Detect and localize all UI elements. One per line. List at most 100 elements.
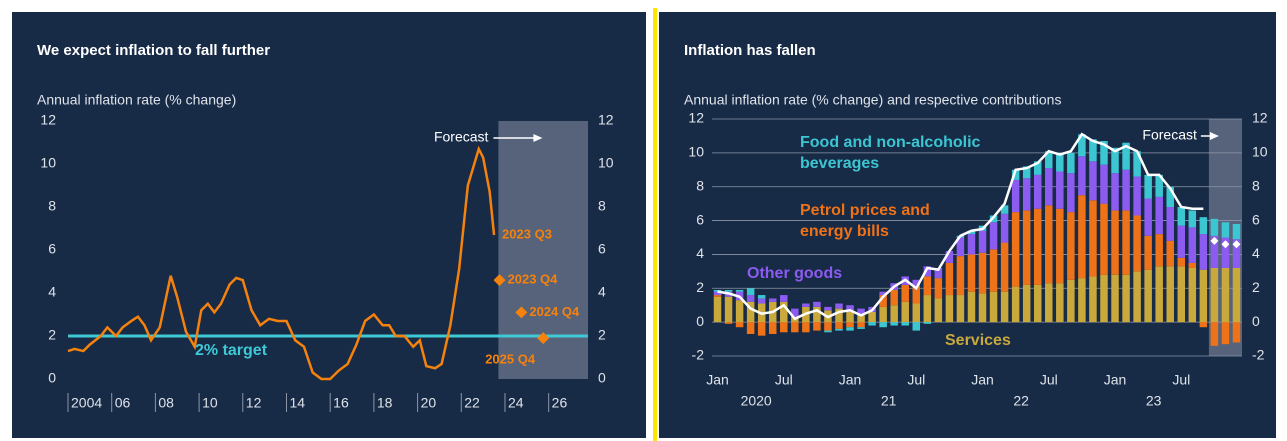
- x-tick-label: 12: [246, 395, 262, 411]
- bar-segment: [1122, 142, 1130, 170]
- bar-segment: [746, 295, 755, 302]
- bar-segment: [967, 254, 976, 292]
- series-label: Services: [945, 332, 1011, 349]
- forecast-arrowhead: [1209, 132, 1219, 140]
- bar-segment: [1100, 274, 1108, 323]
- bar-segment: [1111, 274, 1119, 323]
- bar-segment: [813, 306, 821, 323]
- x-tick-label: 26: [552, 395, 568, 411]
- bar-segment: [1100, 203, 1108, 275]
- y2-tick-label: 6: [1252, 211, 1260, 227]
- bar-segment: [1089, 139, 1097, 162]
- y-tick-label: 8: [48, 198, 56, 214]
- bar-segment: [1210, 267, 1219, 323]
- x-tick-label: 18: [377, 395, 393, 411]
- bar-segment: [879, 295, 887, 307]
- bar-segment: [945, 251, 954, 263]
- bar-segment: [835, 322, 843, 329]
- forecast-label: Forecast: [434, 129, 489, 145]
- bar-segment: [934, 267, 943, 279]
- bar-segment: [713, 291, 722, 296]
- target-label: 2% target: [195, 342, 268, 359]
- bar-segment: [735, 300, 744, 323]
- bar-segment: [802, 303, 810, 307]
- bar-segment: [1155, 234, 1163, 267]
- x-tick-label: 22: [464, 395, 480, 411]
- bar-segment: [768, 322, 777, 334]
- bar-segment: [868, 311, 876, 323]
- x-tick-label: Jul: [775, 372, 793, 388]
- bar-segment: [967, 291, 976, 323]
- inflation-line: [67, 145, 496, 381]
- y-tick-label: 2: [48, 327, 56, 343]
- bar-segment: [1133, 271, 1141, 323]
- y2-tick-label: 2: [1252, 279, 1260, 295]
- bar-segment: [901, 322, 909, 326]
- bar-segment: [989, 291, 998, 323]
- bar-segment: [835, 328, 843, 331]
- bar-segment: [1232, 322, 1241, 343]
- bar-segment: [1199, 322, 1208, 328]
- series-label: Other goods: [747, 265, 843, 282]
- bar-segment: [857, 322, 865, 328]
- bar-segment: [1000, 242, 1009, 292]
- y-tick-label: -2: [692, 347, 705, 363]
- bar-segment: [1011, 212, 1020, 287]
- bar-segment: [780, 295, 788, 302]
- bar-segment: [1177, 257, 1186, 267]
- bar-segment: [1011, 169, 1020, 180]
- y2-tick-label: 12: [598, 112, 614, 128]
- x-group-label: 23: [1146, 393, 1162, 409]
- bar-segment: [724, 322, 733, 324]
- bar-segment: [890, 305, 898, 323]
- bar-segment: [1232, 223, 1241, 240]
- bar-segment: [1067, 212, 1075, 280]
- bar-segment: [1100, 164, 1108, 204]
- y2-tick-label: 0: [1252, 313, 1260, 329]
- x-tick-label: 16: [333, 395, 349, 411]
- bar-segment: [912, 322, 921, 331]
- y2-tick-label: 8: [598, 198, 606, 214]
- bar-segment: [1144, 198, 1152, 236]
- bar-segment: [1022, 166, 1031, 179]
- bar-segment: [857, 308, 865, 314]
- bar-segment: [1188, 267, 1197, 323]
- bar-segment: [724, 296, 733, 323]
- bar-segment: [1033, 161, 1042, 175]
- x-tick-label: Jan: [971, 372, 994, 388]
- y-tick-label: 6: [696, 211, 704, 227]
- bar-segment: [1133, 176, 1141, 216]
- y-tick-label: 12: [40, 112, 56, 128]
- bar-segment: [746, 301, 755, 323]
- bar-segment: [901, 284, 909, 302]
- x-group-label: 22: [1013, 393, 1029, 409]
- bar-segment: [1221, 222, 1230, 238]
- bar-segment: [1089, 161, 1097, 201]
- bar-segment: [1177, 207, 1186, 226]
- bar-segment: [1122, 169, 1130, 211]
- forecast-point-label: 2024 Q4: [529, 304, 580, 319]
- bar-segment: [1000, 205, 1009, 214]
- bar-segment: [1033, 174, 1042, 209]
- bar-segment: [1221, 322, 1230, 345]
- forecast-point: [1210, 236, 1219, 245]
- bar-segment: [1089, 200, 1097, 277]
- bar-segment: [1000, 213, 1009, 243]
- bar-segment: [1045, 168, 1053, 206]
- bar-segment: [934, 298, 943, 323]
- bar-segment: [713, 289, 722, 292]
- bar-segment: [1033, 208, 1042, 285]
- x-tick-label: Jan: [706, 372, 729, 388]
- y2-tick-label: 10: [1252, 144, 1268, 160]
- bar-segment: [1232, 239, 1241, 268]
- bar-segment: [967, 230, 976, 235]
- bar-segment: [780, 322, 788, 333]
- bar-segment: [1221, 267, 1230, 323]
- bar-segment: [1144, 269, 1152, 323]
- bar-segment: [1022, 178, 1031, 211]
- y2-tick-label: -2: [1252, 347, 1265, 363]
- bar-segment: [724, 289, 733, 292]
- y2-tick-label: 4: [598, 284, 606, 300]
- bar-segment: [835, 308, 843, 323]
